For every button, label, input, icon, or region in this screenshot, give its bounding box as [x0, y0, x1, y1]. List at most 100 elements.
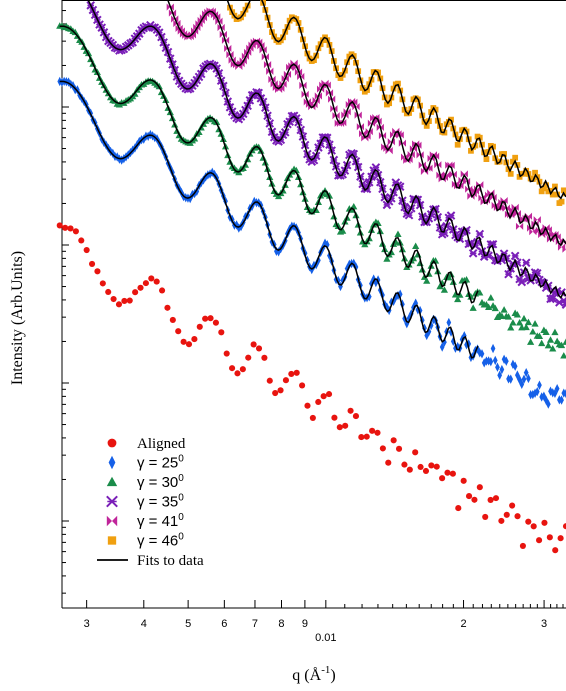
data-point [550, 388, 556, 398]
data-point [422, 323, 427, 333]
data-point [239, 57, 244, 65]
data-point [344, 263, 350, 274]
data-point [244, 48, 248, 56]
data-point [476, 484, 483, 491]
data-point [467, 192, 471, 200]
series-4 [166, 3, 566, 253]
data-point [526, 373, 531, 384]
data-point [456, 291, 464, 298]
data-point [513, 210, 518, 218]
data-point [272, 389, 279, 397]
data-point [190, 27, 195, 35]
data-point [451, 180, 456, 188]
data-point [535, 332, 544, 340]
data-point [268, 75, 272, 84]
x-tick-label: 9 [302, 618, 308, 630]
data-point [412, 449, 419, 456]
data-point [175, 328, 182, 335]
data-point [551, 231, 555, 239]
data-point [529, 176, 536, 182]
data-point [197, 16, 202, 25]
data-point [535, 226, 540, 235]
data-point [213, 13, 217, 21]
data-point [458, 176, 463, 184]
data-point [401, 153, 405, 161]
data-point [449, 470, 456, 477]
data-point [309, 414, 316, 421]
data-point [545, 399, 551, 409]
data-point [239, 366, 246, 373]
x-tick-label: 4 [141, 618, 147, 630]
data-point [510, 251, 520, 261]
data-point [520, 215, 524, 224]
data-point [363, 132, 368, 140]
data-point [542, 224, 547, 232]
data-point [218, 329, 225, 336]
data-point [381, 143, 385, 151]
data-point [311, 260, 317, 271]
data-point [434, 161, 438, 169]
data-point [207, 315, 214, 322]
data-point [489, 193, 494, 202]
legend-marker [106, 476, 118, 487]
data-point [281, 74, 286, 83]
data-point [272, 83, 277, 92]
data-point [148, 275, 155, 282]
data-point [527, 224, 531, 232]
data-point [229, 365, 236, 372]
data-point [549, 344, 557, 352]
data-point [508, 374, 514, 384]
data-point [374, 429, 381, 436]
data-point [454, 141, 461, 148]
data-point [562, 245, 566, 253]
data-point [497, 370, 503, 380]
data-point [557, 243, 562, 251]
data-point [62, 224, 69, 231]
data-point [409, 145, 414, 153]
fit-line-1 [59, 80, 479, 359]
data-point [383, 144, 387, 152]
x-tick-label: 0.01 [315, 632, 336, 644]
data-point [436, 171, 440, 179]
data-point [532, 169, 538, 176]
data-point [196, 323, 203, 330]
data-point [277, 387, 284, 394]
data-point [433, 463, 440, 470]
data-point [552, 183, 558, 190]
legend-label: Aligned [137, 436, 186, 452]
data-point [401, 461, 408, 468]
data-point [460, 477, 467, 484]
data-point [288, 62, 292, 70]
legend-item: γ = 410 [106, 512, 184, 530]
data-point [351, 258, 357, 269]
data-point [480, 198, 485, 206]
x-axis-title-close: ) [330, 667, 335, 684]
data-point [375, 275, 381, 285]
data-point [487, 189, 491, 197]
data-point [529, 228, 533, 236]
data-point [261, 354, 268, 361]
data-point [490, 343, 496, 354]
data-point [141, 134, 147, 144]
data-point [418, 161, 423, 169]
data-point [205, 170, 211, 180]
data-point [468, 147, 474, 154]
data-point [230, 60, 235, 68]
data-point [515, 222, 520, 230]
data-point [522, 323, 530, 331]
data-point [407, 151, 412, 159]
data-point [438, 175, 443, 183]
legend-marker [107, 438, 117, 448]
data-point [246, 44, 250, 52]
data-point [88, 260, 96, 267]
legend-label: γ = 300 [137, 473, 184, 491]
legend-item: Aligned [107, 436, 186, 452]
legend-item-fit: Fits to data [97, 553, 204, 569]
data-point [110, 295, 117, 303]
data-point [450, 336, 456, 346]
data-point [527, 338, 535, 345]
data-point [389, 131, 394, 139]
data-point [440, 228, 449, 238]
data-point [530, 523, 537, 530]
data-point [219, 30, 224, 39]
